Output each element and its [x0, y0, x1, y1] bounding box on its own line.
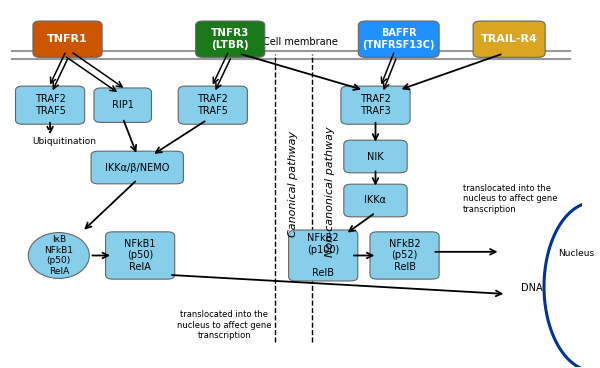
Text: BAFFR
(TNFRSF13C): BAFFR (TNFRSF13C): [362, 28, 435, 50]
Text: IKKα: IKKα: [364, 195, 386, 205]
Text: translocated into the
nucleus to affect gene
transcription: translocated into the nucleus to affect …: [177, 310, 272, 340]
Text: NFkB2
(p52)
RelB: NFkB2 (p52) RelB: [389, 239, 421, 272]
FancyBboxPatch shape: [178, 86, 247, 124]
Text: NFkB2
(p100)

RelB: NFkB2 (p100) RelB: [307, 233, 340, 278]
FancyBboxPatch shape: [94, 88, 151, 123]
Text: RIP1: RIP1: [112, 100, 134, 110]
Text: Cell membrane: Cell membrane: [263, 37, 337, 47]
Text: TRAF2
TRAF3: TRAF2 TRAF3: [360, 94, 391, 116]
FancyBboxPatch shape: [16, 86, 85, 124]
FancyBboxPatch shape: [91, 151, 184, 184]
Text: NFkB1
(p50)
RelA: NFkB1 (p50) RelA: [124, 239, 156, 272]
Text: IKKα/β/NEMO: IKKα/β/NEMO: [105, 163, 169, 173]
Text: DNA: DNA: [521, 283, 542, 294]
Text: TRAIL-R4: TRAIL-R4: [481, 34, 538, 44]
FancyBboxPatch shape: [341, 86, 410, 124]
Text: Canonical pathway: Canonical pathway: [288, 131, 298, 237]
FancyBboxPatch shape: [344, 140, 407, 173]
FancyBboxPatch shape: [33, 21, 102, 57]
Text: Nucleus: Nucleus: [559, 249, 595, 258]
Text: IκB
NFkB1
(p50)
RelA: IκB NFkB1 (p50) RelA: [44, 236, 73, 276]
FancyBboxPatch shape: [473, 21, 545, 57]
Text: TNFR3
(LTBR): TNFR3 (LTBR): [211, 28, 250, 50]
Text: TNFR1: TNFR1: [47, 34, 88, 44]
FancyBboxPatch shape: [344, 184, 407, 217]
FancyBboxPatch shape: [358, 21, 439, 57]
FancyBboxPatch shape: [289, 230, 358, 281]
Text: Non-canonical pathway: Non-canonical pathway: [325, 126, 335, 256]
Text: TRAF2
TRAF5: TRAF2 TRAF5: [197, 94, 228, 116]
Text: NIK: NIK: [367, 152, 384, 162]
Text: translocated into the
nucleus to affect gene
transcription: translocated into the nucleus to affect …: [463, 184, 557, 213]
FancyBboxPatch shape: [196, 21, 265, 57]
Ellipse shape: [28, 233, 89, 279]
Text: TRAF2
TRAF5: TRAF2 TRAF5: [35, 94, 65, 116]
FancyBboxPatch shape: [370, 232, 439, 279]
Text: Ubiquitination: Ubiquitination: [32, 137, 97, 146]
FancyBboxPatch shape: [106, 232, 175, 279]
